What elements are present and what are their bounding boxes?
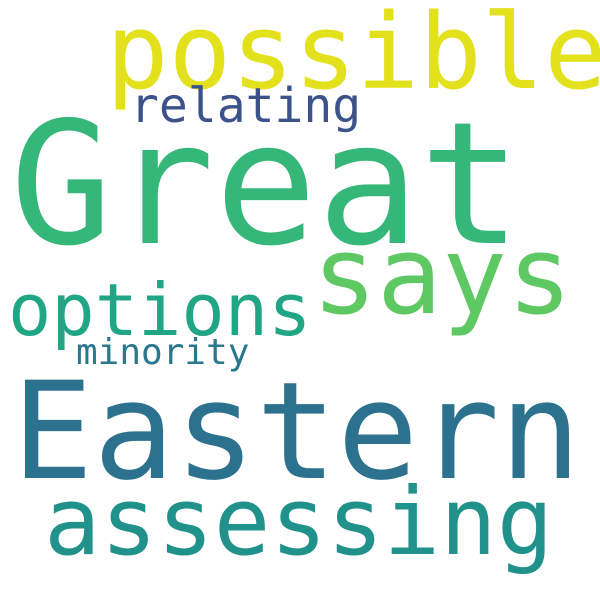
word-options: options [8, 268, 312, 352]
word-great: Great [10, 86, 522, 284]
word-eastern: Eastern [12, 353, 581, 510]
word-assessing: assessing [44, 468, 554, 577]
word-relating: relating [130, 78, 362, 134]
word-minority: minority [76, 332, 250, 373]
word-says: says [312, 214, 573, 339]
word-possible: possible [106, 0, 600, 113]
